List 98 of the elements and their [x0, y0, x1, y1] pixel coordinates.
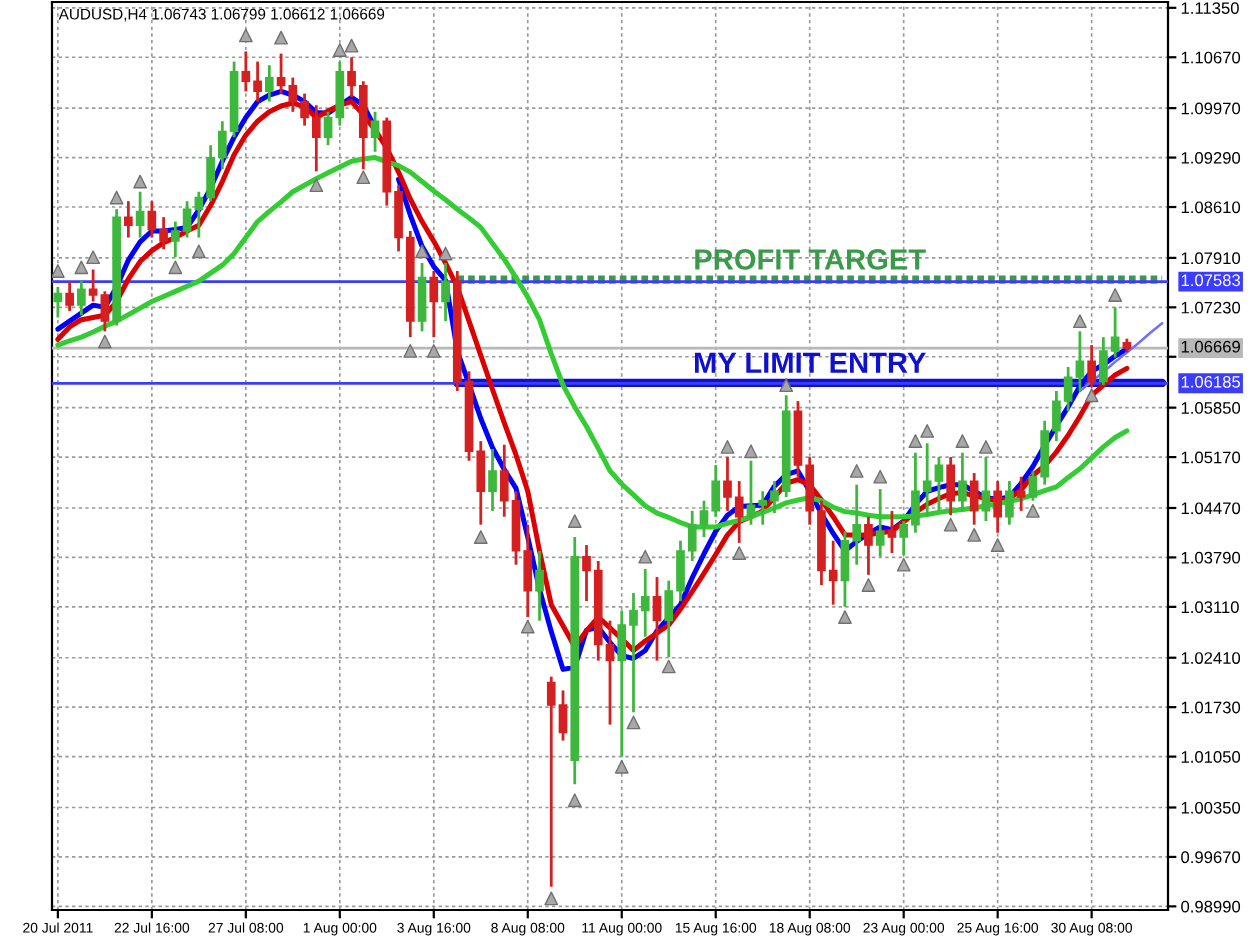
point [626, 715, 641, 730]
candlestick [417, 261, 427, 333]
candlestick [135, 190, 145, 239]
candlestick [370, 110, 380, 154]
point [990, 538, 1005, 552]
candlestick [65, 279, 74, 313]
point [544, 891, 559, 906]
y-tick-label: 1.11350 [1181, 2, 1239, 15]
y-tick-label: 1.02410 [1181, 652, 1241, 664]
ref-line-label: 1.07583 [1181, 274, 1241, 287]
candlestick [429, 269, 439, 339]
point [955, 434, 970, 449]
candlestick [887, 509, 897, 555]
point [849, 463, 864, 478]
candlestick [1016, 475, 1026, 513]
point [74, 260, 89, 275]
point [426, 344, 441, 358]
point [838, 610, 852, 624]
y-tick-label: 1.04470 [1181, 502, 1241, 515]
point [438, 246, 453, 261]
point [744, 444, 758, 459]
ref-line-label: 1.06669 [1181, 340, 1240, 353]
point [1025, 503, 1040, 518]
y-tick-label: 1.00350 [1181, 801, 1241, 814]
candlestick [535, 549, 544, 623]
point [403, 344, 418, 358]
y-tick-label: 1.05850 [1181, 402, 1241, 414]
candlestick [1087, 343, 1096, 389]
y-tick-label: 0.99670 [1181, 851, 1241, 864]
candlestick [958, 451, 967, 513]
point [943, 517, 958, 532]
point [638, 549, 653, 564]
y-tick-label: 1.10670 [1181, 51, 1241, 64]
point [920, 424, 935, 438]
point [861, 578, 876, 592]
point [238, 28, 253, 43]
y-tick-label: 1.03110 [1181, 601, 1239, 614]
y-tick-label: 1.01730 [1181, 701, 1241, 714]
candlestick [88, 268, 98, 303]
point [779, 378, 794, 393]
candlestick [1005, 479, 1014, 527]
point [567, 514, 582, 528]
point [661, 659, 676, 674]
point [109, 190, 124, 205]
point [415, 244, 429, 259]
point [332, 43, 347, 57]
y-tick-label: 0.98990 [1181, 900, 1241, 913]
series-label: MY LIMIT ENTRY [694, 352, 926, 373]
y-tick-label: 1.08610 [1181, 201, 1241, 214]
point [732, 546, 747, 560]
y-tick-label: 1.09970 [1181, 102, 1241, 115]
point [97, 334, 112, 349]
point [473, 530, 488, 544]
candlestick [981, 455, 991, 523]
candlestick [946, 455, 956, 517]
y-tick-label: 1.07910 [1181, 252, 1241, 265]
y-tick-label: 1.09290 [1181, 151, 1241, 164]
candlestick [124, 199, 133, 239]
point [309, 178, 324, 193]
y-tick-label: 1.07230 [1181, 301, 1241, 314]
series-label: PROFIT TARGET [695, 249, 926, 270]
point [344, 38, 359, 53]
point [614, 759, 629, 774]
point [191, 244, 206, 259]
point [1084, 388, 1099, 403]
point [908, 434, 923, 449]
candlestick [1075, 329, 1085, 393]
point [133, 174, 148, 189]
point [720, 440, 735, 454]
point [1108, 288, 1123, 302]
point [274, 30, 288, 45]
point [979, 440, 993, 454]
y-tick-label: 1.05170 [1181, 451, 1241, 464]
point [86, 250, 101, 265]
candlestick [864, 515, 873, 577]
point [520, 619, 535, 634]
point [967, 527, 982, 542]
point [52, 264, 65, 278]
point [168, 260, 183, 275]
point [567, 793, 582, 808]
candlestick [53, 285, 63, 319]
candlestick [488, 447, 497, 513]
candlestick [264, 63, 274, 103]
candlestick [993, 479, 1002, 535]
point [1072, 314, 1087, 329]
candlestick [652, 575, 662, 663]
y-tick-label: 1.03790 [1181, 551, 1241, 564]
candlestick [969, 471, 979, 527]
candlestick [441, 261, 450, 323]
candlestick [100, 289, 110, 333]
point [896, 557, 911, 572]
point [356, 170, 371, 185]
ref-line-label: 1.06185 [1181, 375, 1241, 388]
candlestick [875, 487, 885, 559]
point [873, 469, 888, 484]
line-series [1078, 322, 1164, 393]
y-tick-label: 1.01050 [1181, 751, 1241, 763]
candlestick [77, 279, 86, 317]
